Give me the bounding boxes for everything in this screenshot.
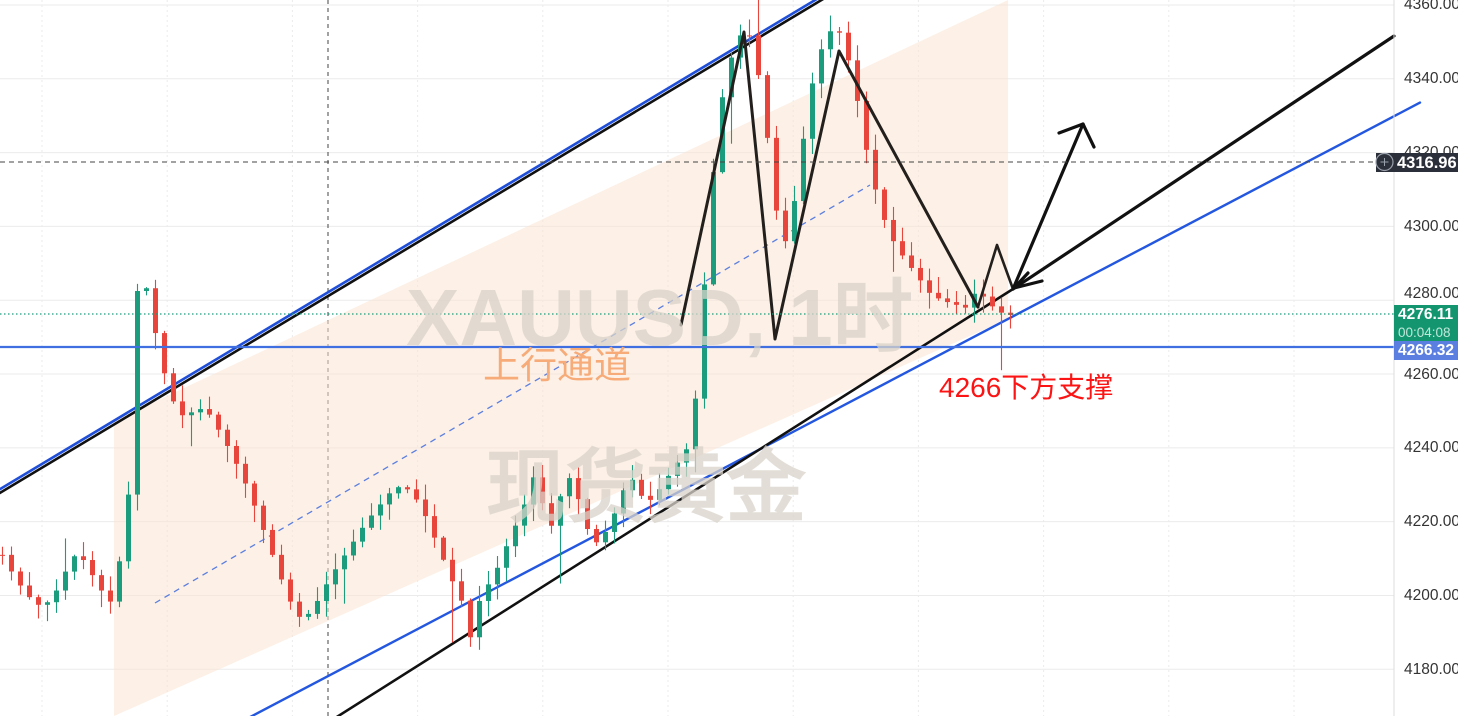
svg-text:4180.00: 4180.00 — [1404, 661, 1458, 678]
svg-text:4300.00: 4300.00 — [1404, 218, 1458, 235]
svg-text:4266下方支撑: 4266下方支撑 — [939, 372, 1113, 403]
svg-text:4340.00: 4340.00 — [1404, 70, 1458, 87]
svg-text:4360.00: 4360.00 — [1404, 0, 1458, 13]
svg-text:上行通道: 上行通道 — [483, 345, 631, 386]
svg-text:4200.00: 4200.00 — [1404, 587, 1458, 604]
svg-text:4220.00: 4220.00 — [1404, 513, 1458, 530]
svg-text:4316.96: 4316.96 — [1397, 154, 1457, 172]
svg-text:4260.00: 4260.00 — [1404, 366, 1458, 383]
svg-text:XAUUSD, 1时: XAUUSD, 1时 — [406, 273, 913, 362]
svg-text:4276.11: 4276.11 — [1398, 306, 1454, 323]
svg-text:4240.00: 4240.00 — [1404, 439, 1458, 456]
svg-text:4266.32: 4266.32 — [1398, 342, 1454, 359]
svg-text:00:04:08: 00:04:08 — [1398, 325, 1451, 340]
svg-text:4280.00: 4280.00 — [1404, 285, 1458, 302]
svg-text:现​货黄金: 现​货黄金 — [486, 443, 807, 532]
